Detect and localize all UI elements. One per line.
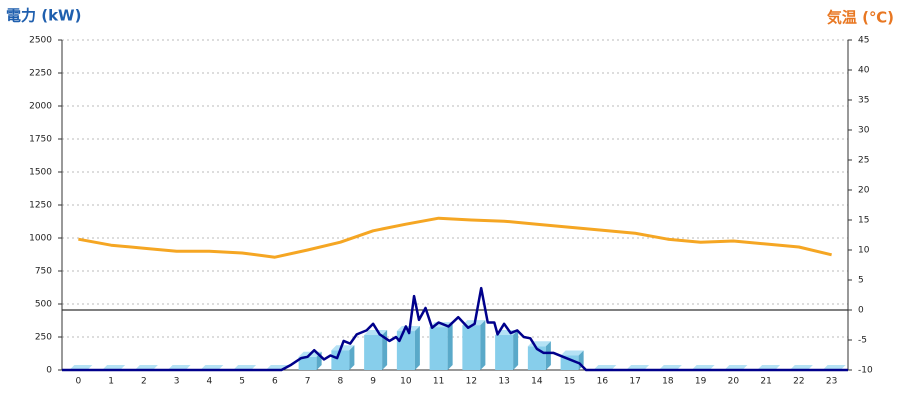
y-tick-label: 2000 [29,102,52,112]
bar [495,330,519,370]
x-tick-label: 17 [629,377,640,387]
x-tick-label: 7 [305,377,311,387]
x-tick-label: 14 [531,377,543,387]
y-tick-label: 2250 [29,69,52,79]
bar [462,320,486,370]
x-tick-label: 4 [207,377,213,387]
bar-top [396,326,420,332]
bar-side [480,320,486,370]
x-tick-label: 20 [728,377,740,387]
bar-top [560,350,584,356]
bar-front [331,350,350,370]
x-tick-label: 16 [597,377,609,387]
y-tick-label: 750 [35,267,52,277]
y2-tick-label: 15 [858,216,869,226]
bar-front [495,335,514,370]
y2-tick-label: 5 [858,276,864,286]
bar-front [396,331,415,370]
bar [429,322,453,370]
x-tick-label: 11 [433,377,444,387]
bar-side [513,330,519,370]
x-tick-label: 5 [239,377,245,387]
line [62,286,848,372]
y-tick-label: 1750 [29,135,52,145]
bar [396,326,420,370]
y-tick-label: 1500 [29,168,52,178]
y2-tick-label: -10 [858,366,873,376]
y-tick-label: 2500 [29,36,52,46]
y2-tick-label: 30 [858,126,870,136]
y-axis-title: 電力 (kW) [6,7,81,25]
x-tick-label: 3 [174,377,180,387]
bar-top [364,330,388,336]
y-tick-label: 0 [46,366,52,376]
y-tick-label: 1250 [29,201,52,211]
x-tick-label: 22 [793,377,804,387]
y2-tick-label: 40 [858,66,870,76]
line [78,216,832,259]
bar-front [462,325,481,370]
y2-tick-label: -5 [858,336,867,346]
y2-tick-label: 20 [858,186,870,196]
bar [527,341,551,370]
x-tick-label: 19 [695,377,707,387]
bar-side [349,345,355,370]
y2-tick-label: 25 [858,156,869,166]
bar [331,345,355,370]
x-tick-label: 8 [338,377,344,387]
y2-tick-label: 0 [858,306,864,316]
bar-front [298,356,317,370]
x-tick-label: 6 [272,377,278,387]
y-tick-label: 1000 [29,234,52,244]
bar-side [414,326,420,370]
x-tick-label: 21 [760,377,771,387]
x-tick-label: 2 [141,377,147,387]
x-tick-label: 18 [662,377,674,387]
bar-side [545,341,551,370]
x-tick-label: 12 [466,377,477,387]
x-tick-label: 15 [564,377,575,387]
x-tick-label: 13 [498,377,509,387]
x-tick-label: 23 [826,377,837,387]
y2-axis-title: 気温 (℃) [827,9,894,27]
y2-tick-label: 10 [858,246,870,256]
y2-tick-label: 35 [858,96,869,106]
x-tick-label: 10 [400,377,412,387]
x-tick-label: 1 [108,377,114,387]
y-tick-label: 500 [35,300,52,310]
x-tick-label: 0 [76,377,82,387]
bar-front [429,327,448,370]
bar-front [364,335,383,370]
bar-top [331,345,355,351]
bar-side [447,322,453,370]
bar-front [560,355,579,370]
y2-tick-label: 45 [858,36,869,46]
y-tick-label: 250 [35,333,52,343]
x-tick-label: 9 [370,377,376,387]
